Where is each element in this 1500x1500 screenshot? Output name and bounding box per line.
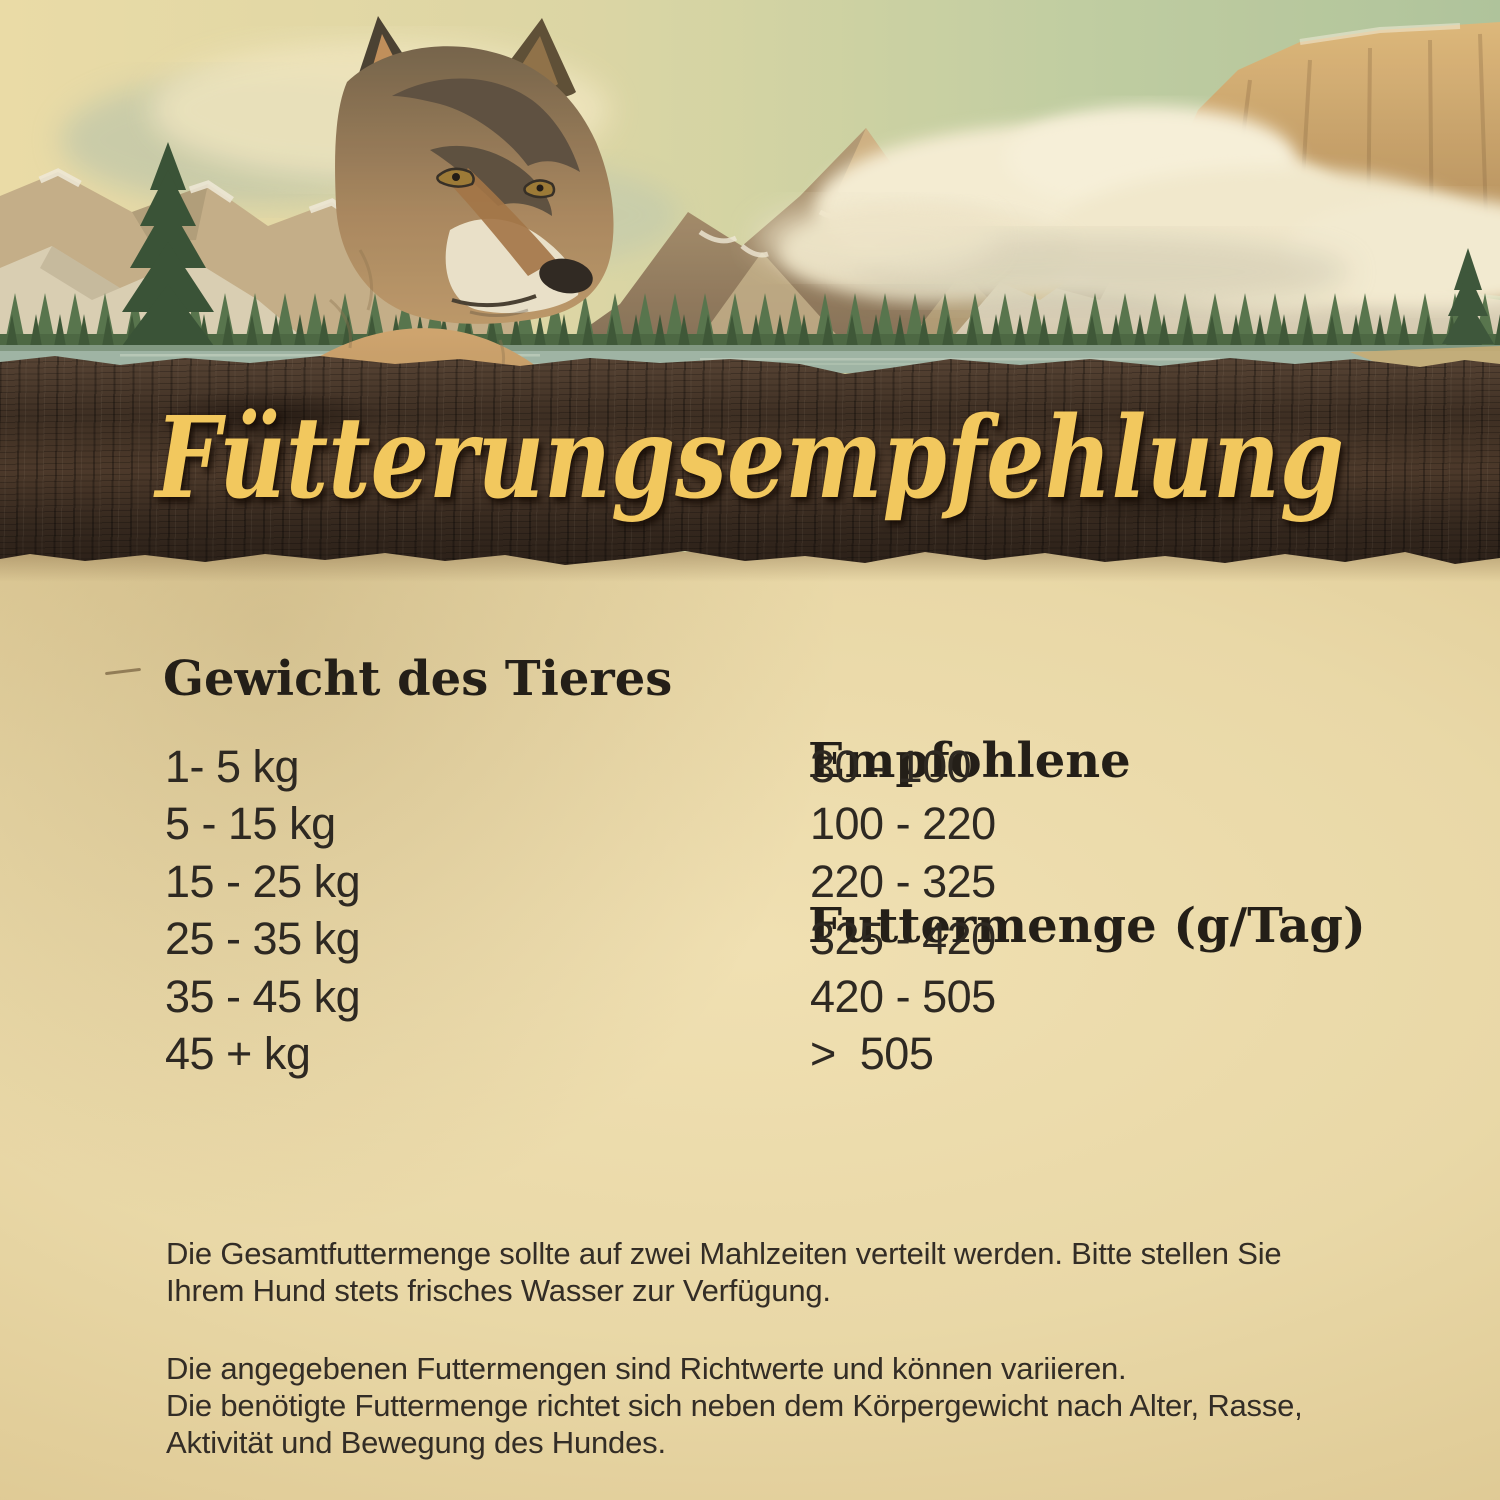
note-line: Die angegebenen Futtermengen sind Richtw… — [166, 1351, 1127, 1386]
weight-cell: 35 - 45 kg — [165, 970, 361, 1022]
amount-header-line1: Empfohlene — [808, 733, 1131, 789]
note-line: Aktivität und Bewegung des Hundes. — [166, 1425, 666, 1460]
amount-cell: 100 - 220 — [810, 798, 996, 850]
amount-cell: 30 - 100 — [810, 740, 972, 792]
weight-cell: 1- 5 kg — [165, 740, 300, 792]
paper-scratch — [104, 667, 142, 676]
weight-column-header: Gewicht des Tieres — [163, 651, 673, 707]
weight-cell: 45 + kg — [165, 1028, 311, 1080]
wolf-muzzle — [445, 218, 579, 314]
weight-cell: 15 - 25 kg — [165, 855, 361, 907]
weight-cell: 5 - 15 kg — [165, 798, 336, 850]
amount-cell: 420 - 505 — [810, 970, 996, 1022]
tall-spruce — [116, 142, 220, 354]
amount-cell: > 505 — [810, 1028, 934, 1080]
note-guideline-values: Die angegebenen Futtermengen sind Richtw… — [166, 1350, 1446, 1461]
parchment-panel — [0, 552, 1500, 1500]
title-banner: Fütterungsempfehlung — [0, 356, 1500, 565]
feeding-table: 1- 5 kg 30 - 100 5 - 15 kg 100 - 220 15 … — [165, 738, 996, 1083]
amount-cell: 325 - 420 — [810, 913, 996, 965]
note-meals-water: Die Gesamtfuttermenge sollte auf zwei Ma… — [166, 1235, 1446, 1309]
amount-cell: 220 - 325 — [810, 855, 996, 907]
note-line: Die Gesamtfuttermenge sollte auf zwei Ma… — [166, 1236, 1282, 1271]
wolf-mouth — [451, 294, 537, 308]
page-title: Fütterungsempfehlung — [155, 393, 1345, 524]
amount-header-line2: Futtermenge (g/Tag) — [808, 898, 1366, 954]
wolf-nose — [539, 258, 593, 294]
weight-cell: 25 - 35 kg — [165, 913, 361, 965]
note-line: Die benötigte Futtermenge richtet sich n… — [166, 1388, 1303, 1423]
amount-column-header: Empfohlene Futtermenge (g/Tag) — [808, 624, 1366, 1064]
note-line: Ihrem Hund stets frisches Wasser zur Ver… — [166, 1273, 831, 1308]
